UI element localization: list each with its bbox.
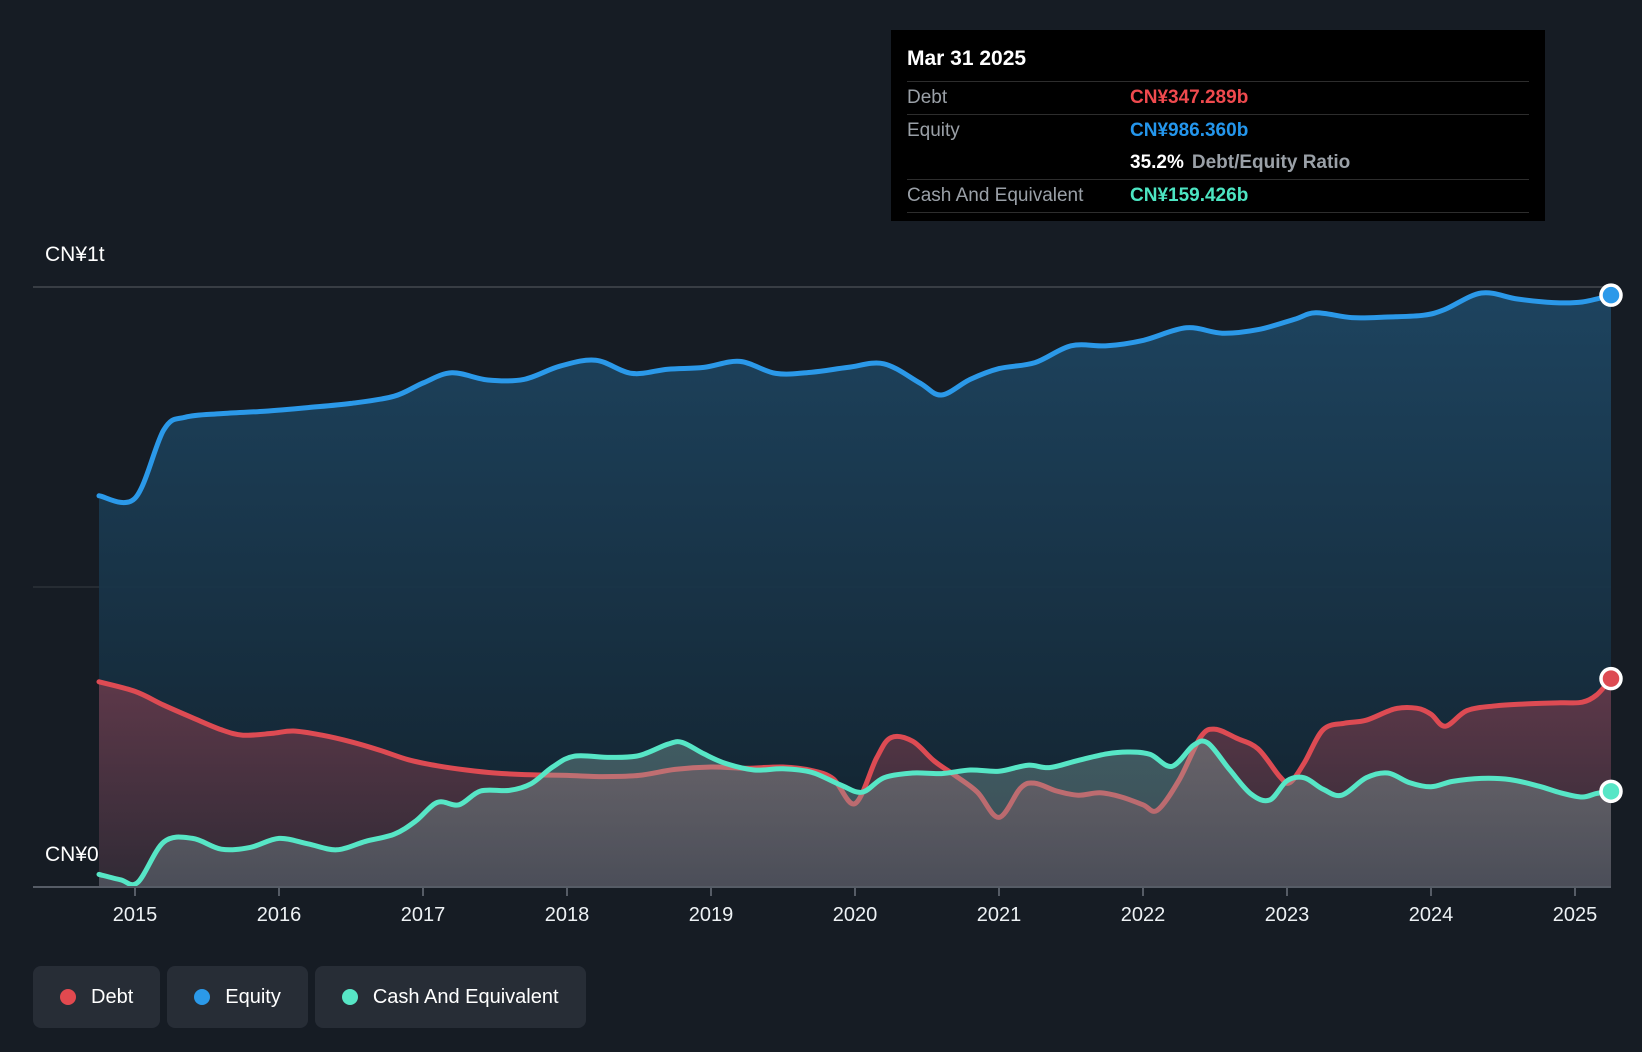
- tooltip-row-debt: Debt CN¥347.289b: [907, 82, 1529, 115]
- y-axis-label-0: CN¥0: [45, 843, 99, 866]
- x-axis-label-2015: 2015: [113, 904, 158, 926]
- tooltip-equity-value: CN¥986.360b: [1130, 120, 1249, 141]
- x-axis-label-2023: 2023: [1265, 904, 1310, 926]
- debt-endpoint-marker: [1599, 666, 1623, 691]
- cash-and-equivalent-endpoint-marker: [1599, 779, 1623, 804]
- tooltip-ratio-value: 35.2%: [1130, 152, 1184, 173]
- tooltip-ratio-label: Debt/Equity Ratio: [1191, 152, 1351, 173]
- x-axis-label-2025: 2025: [1553, 904, 1598, 926]
- x-axis-label-2019: 2019: [689, 904, 734, 926]
- equity-endpoint-marker: [1599, 283, 1623, 307]
- legend-label-debt: Debt: [91, 985, 134, 1008]
- x-axis-label-2024: 2024: [1409, 904, 1454, 926]
- tooltip-cash-label: Cash And Equivalent: [907, 185, 1084, 206]
- x-axis-label-2020: 2020: [833, 904, 878, 926]
- tooltip-row-equity: Equity CN¥986.360b: [907, 115, 1529, 147]
- x-axis-label-2017: 2017: [401, 904, 446, 926]
- tooltip-cash-value: CN¥159.426b: [1130, 185, 1249, 206]
- chart-tooltip: Mar 31 2025 Debt CN¥347.289b Equity CN¥9…: [891, 30, 1545, 221]
- x-axis-label-2018: 2018: [545, 904, 590, 926]
- legend-label-equity: Equity: [225, 985, 281, 1008]
- tooltip-debt-label: Debt: [907, 87, 948, 108]
- legend-label-cash-and-equivalent: Cash And Equivalent: [372, 985, 559, 1008]
- tooltip-debt-value: CN¥347.289b: [1130, 87, 1249, 108]
- chart-legend: Debt Equity Cash And Equivalent: [33, 966, 586, 1028]
- x-axis-label-2022: 2022: [1121, 904, 1166, 926]
- tooltip-equity-label: Equity: [907, 120, 960, 141]
- equity-line: [96, 290, 1614, 506]
- equity-dot-icon: [194, 989, 211, 1005]
- cash-and-equivalent-dot-icon: [341, 989, 358, 1005]
- legend-pill-cash-and-equivalent[interactable]: Cash And Equivalent: [314, 966, 586, 1028]
- tooltip-row-cash: Cash And Equivalent CN¥159.426b: [907, 180, 1529, 213]
- tooltip-date: Mar 31 2025: [907, 43, 1529, 82]
- cash-and-equivalent-line: [96, 738, 1614, 888]
- x-axis-label-2021: 2021: [977, 904, 1022, 926]
- x-axis-label-2016: 2016: [257, 904, 302, 926]
- legend-pill-debt[interactable]: Debt: [33, 966, 161, 1028]
- tooltip-row-ratio: 35.2% Debt/Equity Ratio: [907, 147, 1529, 180]
- legend-pill-equity[interactable]: Equity: [167, 966, 308, 1028]
- y-axis-label-1000: CN¥1t: [45, 243, 105, 266]
- debt-dot-icon: [60, 989, 76, 1005]
